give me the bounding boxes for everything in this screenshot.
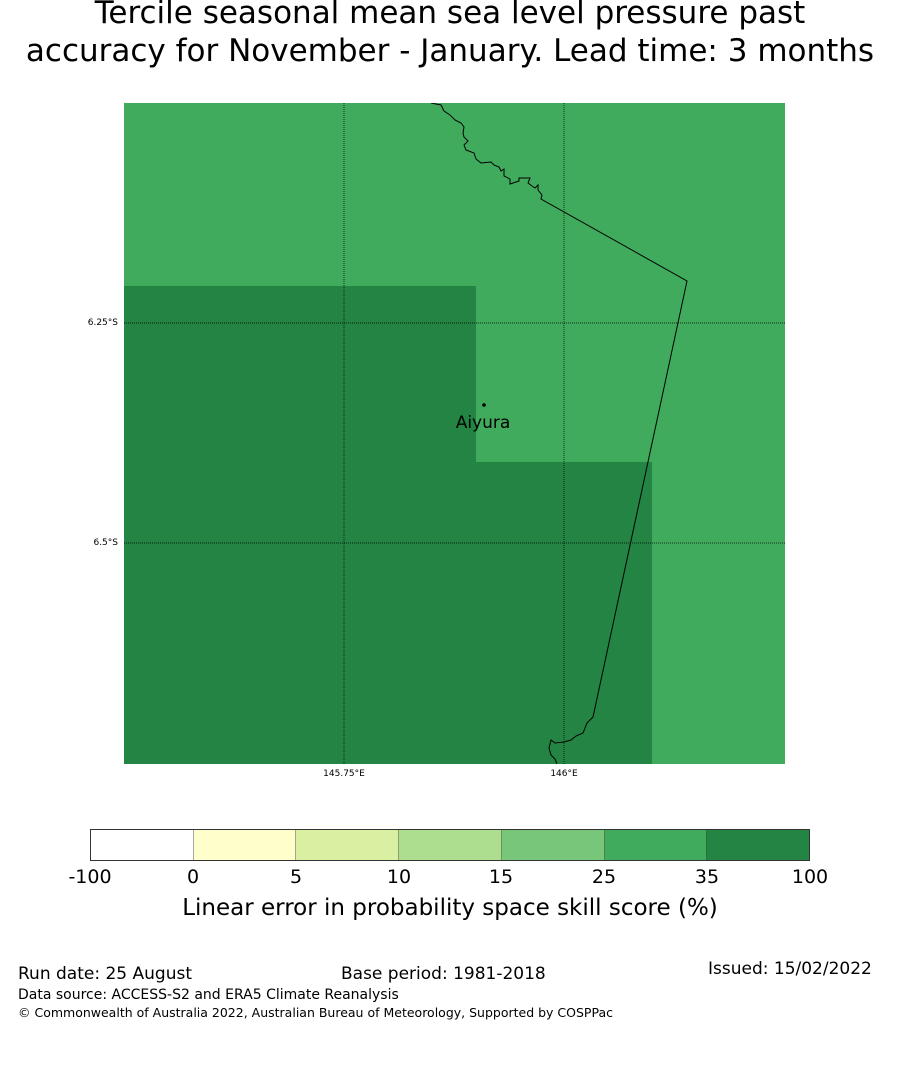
lat-label-6-5: 6.5°S: [93, 538, 118, 548]
colorbar-tick: 35: [694, 866, 720, 888]
colorbar: [90, 829, 810, 861]
lon-label-146: 146°E: [550, 769, 578, 779]
map-title: Tercile seasonal mean sea level pressure…: [0, 0, 900, 70]
colorbar-segment: [604, 830, 708, 860]
colorbar-tick: -100: [68, 866, 112, 888]
colorbar-tick: 15: [488, 866, 514, 888]
colorbar-segment: [707, 830, 810, 860]
data-source: Data source: ACCESS-S2 and ERA5 Climate …: [18, 987, 399, 1003]
copyright: © Commonwealth of Australia 2022, Austra…: [18, 1005, 613, 1020]
colorbar-tick: 0: [186, 866, 200, 888]
colorbar-segment: [501, 830, 605, 860]
colorbar-segment: [399, 830, 502, 860]
colorbar-segment: [193, 830, 297, 860]
run-date: Run date: 25 August: [18, 964, 192, 984]
colorbar-tick: 100: [791, 866, 829, 888]
colorbar-tick: 5: [289, 866, 303, 888]
place-label-aiyura: Aiyura: [456, 413, 511, 433]
location-dot-icon: [482, 403, 486, 407]
colorbar-segment: [296, 830, 400, 860]
skill-map: Aiyura: [124, 103, 785, 764]
colorbar-title: Linear error in probability space skill …: [182, 895, 718, 921]
colorbar-segment: [91, 830, 194, 860]
region-skill-35-100-west: [124, 286, 476, 764]
issued-date: Issued: 15/02/2022: [708, 959, 872, 979]
lon-label-145-75: 145.75°E: [323, 769, 365, 779]
colorbar-tick: 25: [591, 866, 617, 888]
boundary-line: [430, 103, 688, 764]
base-period: Base period: 1981-2018: [341, 964, 546, 984]
title-line-1: Tercile seasonal mean sea level pressure…: [94, 0, 806, 31]
colorbar-tick: 10: [386, 866, 412, 888]
lat-label-6-25: 6.25°S: [87, 318, 118, 328]
title-line-2: accuracy for November - January. Lead ti…: [25, 33, 875, 69]
